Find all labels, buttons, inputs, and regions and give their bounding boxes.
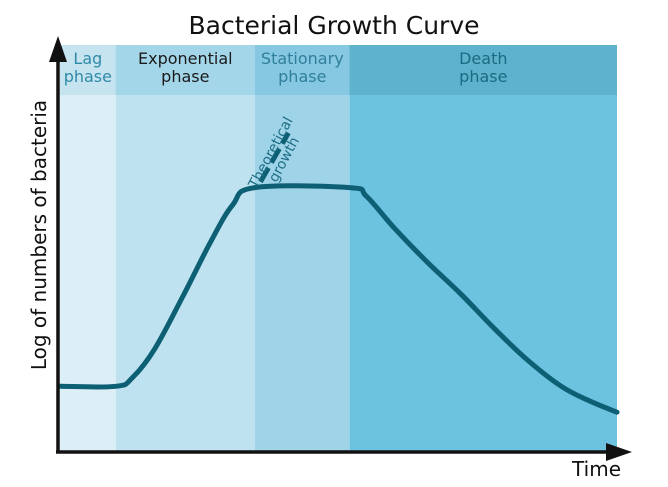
axes: [49, 36, 632, 461]
phase-band-1: [115, 45, 255, 452]
y-axis-label: Log of numbers of bacteria: [27, 100, 51, 370]
phase-band-0: [60, 45, 116, 452]
phase-header-2: [254, 45, 350, 95]
phase-label-2-line-0: Stationary: [261, 49, 344, 68]
phase-header-3: [349, 45, 617, 95]
phase-label-3-line-0: Death: [459, 49, 507, 68]
phase-label-2-line-1: phase: [278, 67, 326, 86]
phase-header-0: [60, 45, 116, 95]
growth-curve-line: [57, 183, 620, 415]
phase-label-0-line-0: Lag: [73, 49, 102, 68]
phase-label-1-line-1: phase: [161, 67, 209, 86]
theoretical-growth-dashed-line: [258, 131, 291, 184]
x-axis-label: Time: [571, 457, 621, 481]
phase-label-3-line-1: phase: [459, 67, 507, 86]
y-axis-arrow-icon: [49, 36, 67, 62]
phase-bands: LagphaseExponentialphaseStationaryphaseD…: [60, 45, 617, 452]
phase-header-1: [115, 45, 255, 95]
phase-label-0-line-1: phase: [64, 67, 112, 86]
phase-band-3: [349, 45, 617, 452]
phase-band-2: [254, 45, 350, 452]
chart-title: Bacterial Growth Curve: [188, 11, 479, 40]
x-axis-arrow-icon: [606, 443, 632, 461]
phase-label-1-line-0: Exponential: [138, 49, 233, 68]
